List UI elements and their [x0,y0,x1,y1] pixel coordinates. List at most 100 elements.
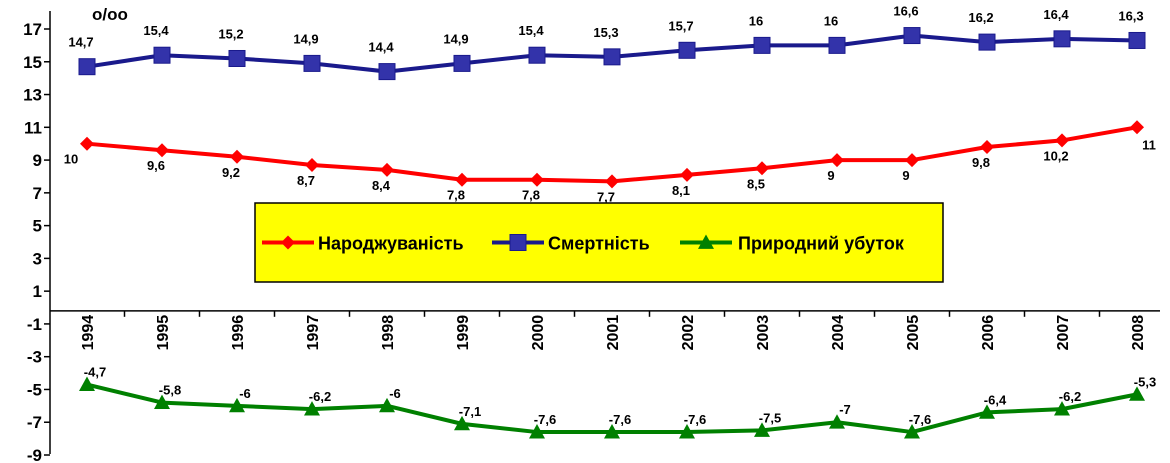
legend-swatch-marker [698,234,714,249]
data-label: 14,4 [368,40,394,55]
data-point-diamond [530,172,544,187]
x-tick-label: 2002 [680,315,697,351]
data-label: -6 [239,386,251,401]
legend-box [254,202,944,283]
y-tick-label: -3 [27,348,42,367]
data-label: -5,8 [159,383,181,398]
data-point-triangle [229,397,245,413]
data-point-triangle [529,424,545,439]
x-tick-label: 1995 [155,315,172,351]
data-point-diamond [680,167,694,182]
data-point-triangle [454,415,470,431]
y-tick-label: 17 [23,20,42,39]
data-point-square [603,48,621,66]
data-point-triangle [829,414,845,429]
legend-swatch-marker [509,234,527,251]
data-label: -7,6 [909,412,931,427]
data-label: 16,4 [1043,7,1069,22]
data-point-square [78,58,96,76]
x-tick-label: 1999 [455,315,472,351]
y-tick-label: 1 [33,282,42,301]
series-layer [78,27,1146,439]
data-label: 16,3 [1118,8,1143,23]
data-point-square [378,63,396,81]
x-tick-label: 2000 [530,315,547,351]
data-label: 15,4 [143,23,169,38]
data-label: -7,1 [459,404,481,419]
y-tick-label: 15 [23,53,42,72]
x-tick-label: 1997 [305,315,322,351]
data-label: 10 [64,152,78,167]
data-label: -6,4 [984,392,1007,407]
data-label: 8,5 [747,176,765,191]
data-label: -6 [389,386,401,401]
data-label: 7,7 [597,189,615,204]
y-tick-label: -5 [27,380,42,399]
x-tick-label: 1994 [80,315,97,351]
data-point-diamond [755,161,769,176]
data-point-diamond [1130,120,1144,135]
data-point-triangle [379,397,395,413]
data-point-square [453,54,471,72]
data-label: -6,2 [1059,389,1081,404]
data-point-triangle [154,394,170,409]
y-tick-label: 11 [24,118,42,137]
x-tick-label: 2004 [830,315,847,351]
data-label: 15,3 [593,25,618,40]
data-point-square [153,46,171,64]
data-label: 9,6 [147,158,165,173]
data-label: 8,7 [297,173,315,188]
data-point-triangle [679,424,695,439]
y-tick-label: -7 [27,413,42,432]
y-tick-label: -9 [27,446,42,463]
data-label: 11 [1142,137,1156,152]
data-label: 8,4 [372,178,391,193]
x-tick-label: 2006 [980,315,997,351]
y-tick-label: -1 [27,315,42,334]
data-label: 15,7 [668,18,693,33]
data-label: 16 [749,13,763,28]
data-label: 16,2 [968,10,993,25]
data-point-square [228,49,246,67]
x-tick-label: 2008 [1130,315,1147,351]
data-point-triangle [904,424,920,439]
x-tick-label: 2005 [905,315,922,351]
data-point-square [1053,30,1071,48]
data-point-diamond [305,157,319,172]
data-point-square [1128,31,1146,49]
data-label: 14,9 [443,31,468,46]
data-point-triangle [1054,401,1070,416]
data-label: -7,6 [534,412,556,427]
data-point-triangle [604,424,620,439]
data-label: 16,6 [893,4,918,19]
data-point-diamond [80,136,94,151]
data-point-diamond [1055,133,1069,148]
data-label: 7,8 [522,188,540,203]
data-label: 14,9 [293,31,318,46]
data-label: -7,6 [684,412,706,427]
data-point-square [528,46,546,64]
data-point-diamond [605,174,619,189]
data-label: -5,3 [1134,374,1156,389]
x-tick-label: 2007 [1055,315,1072,351]
data-label: 16 [824,13,838,28]
data-point-triangle [304,401,320,416]
data-point-diamond [380,162,394,177]
data-point-diamond [980,139,994,154]
data-point-square [828,36,846,54]
data-point-square [978,33,996,51]
data-point-diamond [155,143,169,158]
y-tick-label: 13 [23,86,42,105]
data-point-diamond [905,153,919,168]
data-point-triangle [79,376,95,391]
data-label: 8,1 [672,183,690,198]
x-tick-label: 2003 [755,315,772,351]
data-point-diamond [455,172,469,187]
x-tick-label: 2001 [605,315,622,351]
data-label: 9 [827,168,834,183]
x-tick-label: 1998 [380,315,397,351]
data-point-diamond [230,149,244,164]
data-label: 15,4 [518,23,544,38]
x-tick-label: 1996 [230,315,247,351]
